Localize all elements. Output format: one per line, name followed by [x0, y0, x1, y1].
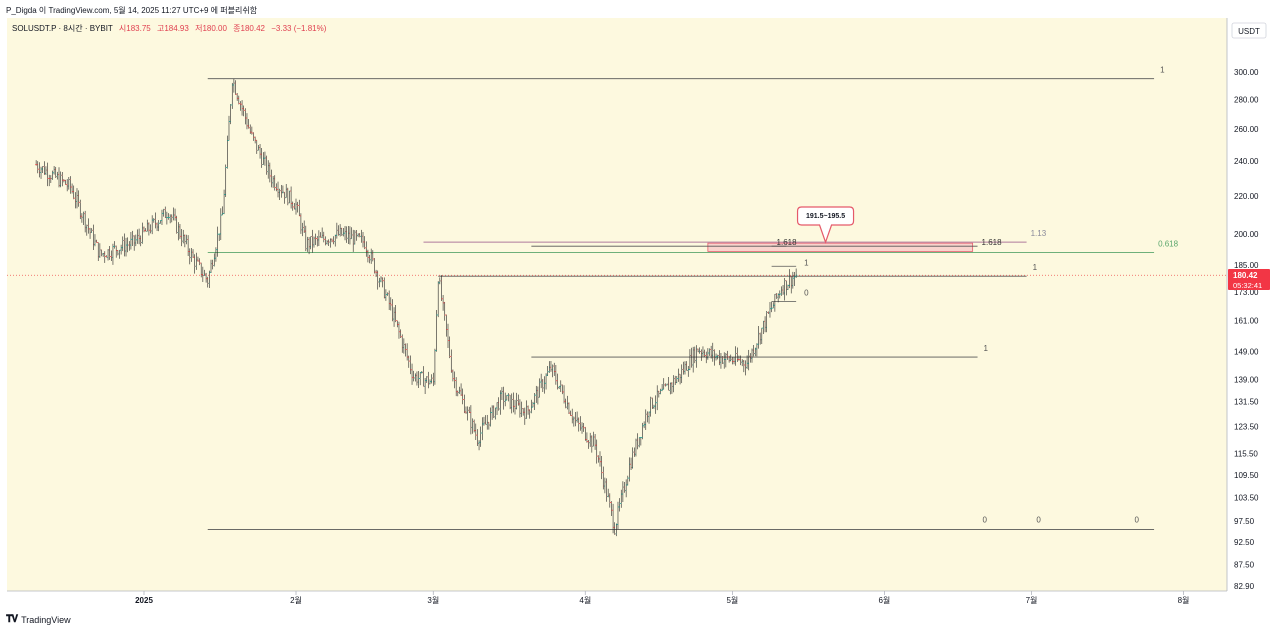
- last-price-tag: 180.42 05:32:41: [1228, 269, 1270, 290]
- level-label: 0: [1036, 515, 1041, 524]
- currency-label: USDT: [1238, 27, 1260, 36]
- price-tick-label: 185.00: [1234, 261, 1259, 270]
- drawing-layer: [7, 78, 1227, 530]
- price-tick-label: 220.00: [1234, 192, 1259, 201]
- plot-area[interactable]: [7, 18, 1227, 591]
- price-tick-label: 161.00: [1234, 317, 1259, 326]
- footer-brand: TradingView: [21, 614, 71, 625]
- candles-layer: [35, 78, 798, 537]
- level-label: 0.618: [1158, 239, 1179, 248]
- callout-text: 191.5~195.5: [806, 213, 845, 220]
- price-tick-label: 103.50: [1234, 493, 1259, 502]
- legend-close: 종180.42: [233, 24, 265, 33]
- tradingview-footer: 𝐓𝐕 TradingView: [6, 614, 71, 625]
- time-axis-ticks: 2025 2월 3월 4월 5월 6월 7월 8월: [135, 591, 1189, 605]
- level-label: 1.618: [982, 238, 1003, 247]
- level-label: 1: [1033, 263, 1038, 272]
- time-tick-label: 2025: [135, 596, 153, 605]
- bar-countdown: 05:32:41: [1233, 281, 1262, 290]
- price-tick-label: 200.00: [1234, 230, 1259, 239]
- time-tick-label: 7월: [1026, 595, 1038, 605]
- price-tick-label: 87.50: [1234, 560, 1255, 569]
- price-tick-label: 149.00: [1234, 348, 1259, 357]
- symbol-legend: SOLUSDT.P · 8시간 · BYBIT 시183.75 고184.93 …: [12, 23, 327, 33]
- time-tick-label: 4월: [579, 595, 591, 605]
- price-tick-label: 300.00: [1234, 68, 1259, 77]
- level-label: 1: [1160, 66, 1165, 75]
- level-label: 0: [804, 288, 809, 297]
- level-label: 1.13: [1031, 229, 1047, 238]
- currency-button[interactable]: [1231, 22, 1267, 39]
- svg-text:SOLUSDT.P · 8시간 · BYBIT: SOLUSDT.P · 8시간 · BYBIT 시183.75 고184.93 …: [12, 23, 327, 33]
- legend-low: 저180.00: [195, 24, 227, 33]
- price-axis-ticks: 300.00 280.00 260.00 240.00 220.00 200.00 185.…: [1234, 68, 1259, 591]
- price-tick-label: 109.50: [1234, 471, 1259, 480]
- level-label: 1: [804, 258, 809, 267]
- price-tick-label: 260.00: [1234, 125, 1259, 134]
- legend-symbol: SOLUSDT.P · 8시간 · BYBIT: [12, 23, 113, 33]
- time-axis[interactable]: [7, 591, 1227, 611]
- time-tick-label: 3월: [427, 595, 439, 605]
- level-label: 0: [982, 515, 987, 524]
- level-label: 1.618: [777, 238, 798, 247]
- price-tick-label: 131.50: [1234, 398, 1259, 407]
- level-label: 1: [984, 344, 989, 353]
- tradingview-logo-icon: 𝐓𝐕: [6, 614, 18, 625]
- level-label: 0: [1134, 515, 1139, 524]
- drawing-labels-layer: 1 0 0 0 0.618 1 1 1.13 1.618 1.618 1 0: [777, 66, 1179, 525]
- price-tick-label: 97.50: [1234, 517, 1255, 526]
- legend-high: 고184.93: [157, 24, 189, 33]
- legend-change: −3.33 (−1.81%): [271, 24, 326, 33]
- time-tick-label: 5월: [726, 595, 738, 605]
- price-tick-label: 139.00: [1234, 375, 1259, 384]
- price-tick-label: 173.00: [1234, 288, 1259, 297]
- target-zone-box[interactable]: [707, 242, 974, 252]
- time-tick-label: 8월: [1178, 595, 1190, 605]
- price-tick-label: 82.90: [1234, 582, 1255, 591]
- legend-open: 시183.75: [119, 24, 151, 33]
- price-tick-label: 115.50: [1234, 449, 1258, 458]
- last-price-value: 180.42: [1233, 271, 1258, 280]
- price-tick-label: 280.00: [1234, 96, 1259, 105]
- time-tick-label: 2월: [290, 595, 302, 605]
- price-tick-label: 240.00: [1234, 157, 1259, 166]
- price-axis[interactable]: [1227, 18, 1273, 591]
- target-zone-callout[interactable]: 191.5~195.5: [796, 206, 855, 244]
- publish-caption-bar: P_Digda 이 TradingView.com, 5월 14, 2025 1…: [0, 0, 1280, 18]
- price-tick-label: 92.50: [1234, 538, 1255, 547]
- candle: [795, 268, 798, 278]
- time-tick-label: 6월: [878, 595, 890, 605]
- publish-caption: P_Digda 이 TradingView.com, 5월 14, 2025 1…: [6, 6, 258, 15]
- price-tick-label: 123.50: [1234, 423, 1259, 432]
